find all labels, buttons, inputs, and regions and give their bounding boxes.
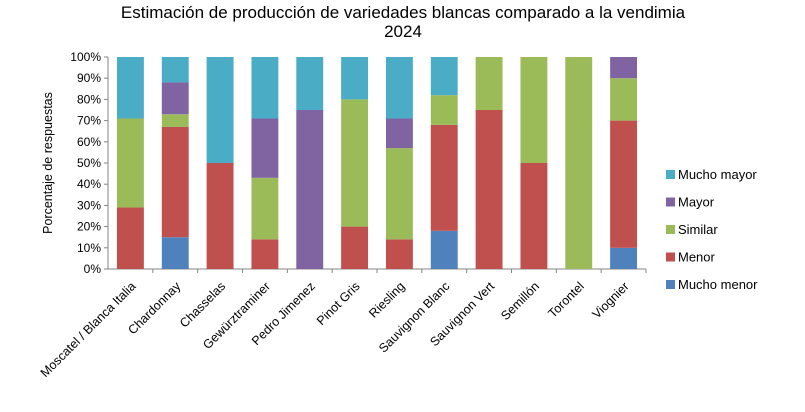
bar-segment-viognier-similar [610, 78, 638, 121]
bar-segment-sauvignon-vert-menor [475, 110, 503, 269]
bar-segment-chardonnay-mayor [161, 82, 189, 115]
category-label-viognier: Viognier [590, 279, 632, 321]
bar-segment-sauvignon-blanc-mucho-menor [430, 230, 458, 269]
bar-segment-semillon-similar [520, 57, 548, 163]
bar-segment-moscatel-blanca-italia-similar [116, 118, 144, 208]
legend-label-mayor: Mayor [678, 195, 715, 210]
category-label-pinot-gris: Pinot Gris [314, 279, 363, 328]
bar-segment-chardonnay-mucho-mayor [161, 57, 189, 83]
bar-segment-chardonnay-menor [161, 126, 189, 238]
y-tick-label: 60% [77, 135, 101, 149]
legend-swatch-mucho-mayor [666, 170, 675, 179]
legend-label-similar: Similar [678, 222, 718, 237]
bar-segment-viognier-mayor [610, 57, 638, 79]
category-label-riesling: Riesling [366, 279, 407, 320]
bar-segment-chardonnay-similar [161, 114, 189, 127]
bar-segment-sauvignon-blanc-menor [430, 124, 458, 231]
bar-segment-moscatel-blanca-italia-mucho-mayor [116, 57, 144, 119]
bar-segment-sauvignon-blanc-similar [430, 95, 458, 125]
legend-label-mucho-menor: Mucho menor [678, 277, 758, 292]
y-axis-title: Porcentaje de respuestas [41, 92, 55, 234]
legend: Mucho mayor Mayor Similar Menor Mucho menor [666, 167, 758, 292]
y-tick-label: 0% [84, 262, 102, 276]
bar-segment-gewurztraminer-mayor [251, 118, 279, 178]
legend-label-mucho-mayor: Mucho mayor [678, 167, 757, 182]
category-label-semillon: Semillón [498, 279, 542, 323]
bar-segment-sauvignon-vert-similar [475, 57, 503, 110]
bar-segment-gewurztraminer-menor [251, 239, 279, 269]
chart-title-line-2: 2024 [384, 22, 422, 41]
bar-segment-riesling-menor [385, 239, 413, 269]
y-tick-label: 70% [77, 114, 101, 128]
y-tick-label: 80% [77, 92, 101, 106]
legend-label-menor: Menor [678, 250, 716, 265]
legend-swatch-mayor [666, 197, 675, 207]
chart-title-line-1: Estimación de producción de variedades b… [121, 3, 686, 22]
category-label-torontel: Torontel [546, 279, 587, 320]
legend-swatch-menor [666, 252, 675, 262]
bar-segment-chardonnay-mucho-menor [161, 237, 189, 269]
bar-segment-pedro-jimenez-mayor [296, 110, 324, 269]
bar-segment-chasselas-menor [206, 163, 234, 269]
bar-segment-pinot-gris-mucho-mayor [341, 57, 369, 100]
y-tick-label: 40% [77, 177, 101, 191]
bar-segment-moscatel-blanca-italia-menor [116, 207, 144, 269]
bar-segment-pinot-gris-similar [341, 99, 369, 227]
bar-segment-riesling-mayor [385, 118, 413, 149]
bar-segment-chasselas-mucho-mayor [206, 57, 234, 163]
bar-segment-pinot-gris-menor [341, 226, 369, 269]
bar-segment-riesling-similar [385, 148, 413, 240]
y-tick-label: 50% [77, 156, 101, 170]
y-tick-label: 20% [77, 220, 101, 234]
bar-segment-riesling-mucho-mayor [385, 57, 413, 119]
bar-segment-viognier-menor [610, 120, 638, 248]
bar-segment-torontel-similar [565, 57, 593, 269]
plot-area: 0% 10% 20% 30% 40% 50% 60% 70% 80% 90% 100% Moscate… [38, 50, 647, 380]
bar-segment-semillon-menor [520, 163, 548, 269]
bar-segment-pedro-jimenez-mucho-mayor [296, 57, 324, 110]
y-tick-label: 30% [77, 198, 101, 212]
y-tick-label: 10% [77, 241, 101, 255]
legend-swatch-mucho-menor [666, 280, 675, 289]
bar-segment-gewurztraminer-similar [251, 177, 279, 240]
category-label-moscatel-blanca-italia: Moscatel / Blanca Italia [38, 279, 139, 380]
bar-segment-gewurztraminer-mucho-mayor [251, 57, 279, 119]
y-tick-label: 90% [77, 71, 101, 85]
bar-segment-viognier-mucho-menor [610, 247, 638, 269]
y-tick-label: 100% [70, 50, 101, 64]
legend-swatch-similar [666, 225, 675, 234]
bar-segment-sauvignon-blanc-mucho-mayor [430, 57, 458, 96]
